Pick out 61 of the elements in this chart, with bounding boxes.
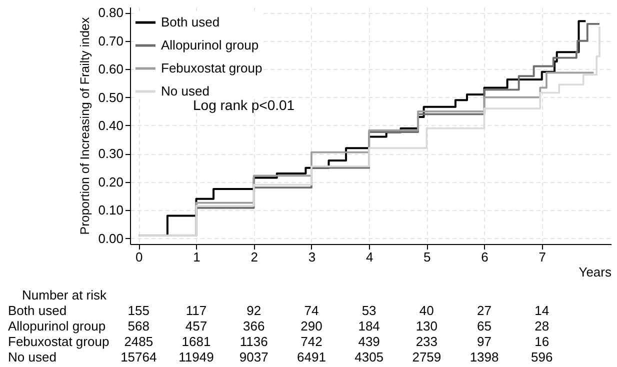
- legend-label: Both used: [161, 14, 220, 30]
- text: 366: [243, 318, 265, 334]
- text: 92: [246, 303, 262, 318]
- y-tick-label: 0.60: [98, 62, 124, 77]
- text: 53: [362, 303, 376, 318]
- text: Number at risk: [22, 288, 108, 302]
- text: 40: [419, 303, 434, 318]
- text: 568: [128, 318, 150, 334]
- y-tick-label: 0.40: [98, 118, 124, 133]
- text: 28: [534, 318, 550, 334]
- text: 184: [358, 318, 380, 334]
- text: 233: [416, 334, 438, 349]
- text: 596: [531, 350, 553, 364]
- text: 742: [300, 334, 322, 349]
- y-tick-label: 0.50: [98, 90, 124, 105]
- x-tick-label: 3: [308, 250, 316, 264]
- text: Both used: [8, 303, 67, 318]
- text: 1136: [240, 334, 268, 349]
- text: 16: [534, 334, 550, 349]
- x-tick-label: 0: [136, 250, 143, 264]
- legend-label: No used: [161, 84, 210, 98]
- text: Febuxostat group: [8, 334, 110, 349]
- text: 117: [186, 303, 207, 318]
- y-tick-label: 0.70: [98, 33, 124, 48]
- text: 457: [185, 318, 208, 334]
- x-tick-label: 5: [424, 250, 431, 264]
- y-axis-title: Proportion of Increasing of Frailty index: [78, 16, 92, 235]
- text: 4305: [354, 350, 384, 364]
- text: 130: [416, 318, 438, 334]
- text: No used: [8, 350, 56, 364]
- text: Allopurinol group: [8, 318, 106, 334]
- x-tick-label: 2: [250, 250, 258, 264]
- legend-label: Febuxostat group: [161, 60, 262, 76]
- text: 27: [477, 303, 492, 318]
- y-tick-label: 0.30: [98, 146, 124, 162]
- x-tick-label: 7: [538, 250, 546, 264]
- text: 14: [534, 303, 550, 318]
- y-tick-label: 0.80: [98, 5, 124, 20]
- text: 9037: [239, 350, 268, 364]
- y-tick-label: 0.00: [98, 230, 124, 246]
- x-axis-title: Years: [578, 264, 612, 280]
- text: 290: [300, 318, 322, 334]
- text: 2485: [124, 334, 154, 349]
- x-tick-label: 4: [366, 250, 374, 264]
- text: 11949: [178, 350, 214, 364]
- text: 2759: [412, 350, 442, 364]
- text: 1398: [470, 350, 499, 364]
- y-tick-label: 0.10: [98, 202, 124, 218]
- text: 65: [477, 318, 492, 334]
- text: 15764: [120, 350, 157, 364]
- text: 155: [128, 303, 150, 318]
- text: 439: [358, 334, 380, 349]
- text: 97: [477, 334, 492, 349]
- text: 6491: [296, 350, 326, 364]
- x-tick-label: 6: [481, 250, 488, 264]
- x-tick-label: 1: [193, 250, 200, 264]
- text: 74: [304, 303, 319, 318]
- legend-label: Allopurinol group: [161, 38, 259, 52]
- annotation: Log rank p<0.01: [193, 97, 295, 113]
- y-tick-label: 0.20: [98, 174, 124, 190]
- text: 1681: [182, 334, 211, 349]
